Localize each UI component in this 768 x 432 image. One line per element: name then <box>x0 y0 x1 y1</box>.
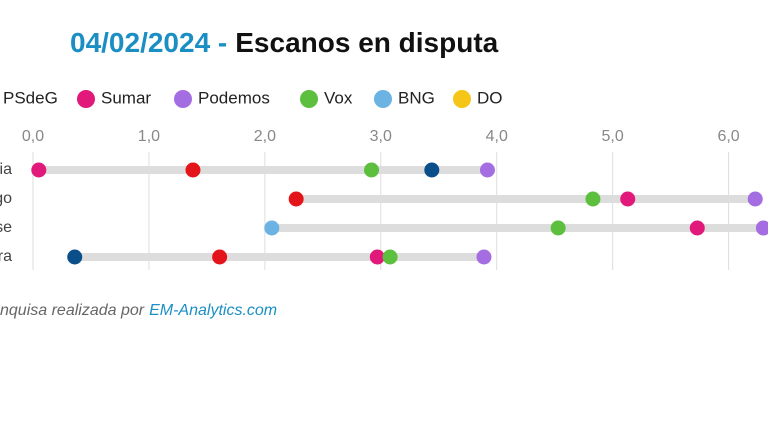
dot <box>31 162 47 178</box>
legend-label: PSdeG <box>3 88 58 107</box>
legend-swatch <box>77 90 95 108</box>
x-tick-label: 5,0 <box>602 128 624 145</box>
title-date: 04/02/2024 - <box>70 27 227 58</box>
dot <box>550 220 566 236</box>
x-tick-label: 4,0 <box>486 128 508 145</box>
dot <box>212 249 228 265</box>
legend-swatch <box>300 90 318 108</box>
legend-label: Podemos <box>198 88 270 107</box>
category-label: go <box>0 190 12 207</box>
dot <box>755 220 768 236</box>
dot <box>689 220 705 236</box>
category-label: ia <box>0 161 12 178</box>
title-text: Escanos en disputa <box>235 27 498 58</box>
source-note: nquisa realizada por EM-Analytics.com <box>0 302 277 319</box>
dot <box>476 249 492 265</box>
legend-label: Vox <box>324 88 353 107</box>
dot <box>67 249 83 265</box>
dot <box>288 191 304 207</box>
category-label: se <box>0 219 12 236</box>
dot <box>369 249 385 265</box>
dot <box>382 249 398 265</box>
dot <box>479 162 495 178</box>
dot <box>364 162 380 178</box>
legend-label: BNG <box>398 88 435 107</box>
dot <box>585 191 601 207</box>
legend-swatch <box>174 90 192 108</box>
x-tick-label: 1,0 <box>138 128 160 145</box>
legend-label: Sumar <box>101 88 151 107</box>
chart-title: 04/02/2024 - Escanos en disputa <box>70 27 499 58</box>
source-prefix: nquisa realizada por <box>0 302 145 319</box>
dot <box>424 162 440 178</box>
dot <box>747 191 763 207</box>
legend-label: DO <box>477 88 503 107</box>
legend-swatch <box>453 90 471 108</box>
x-tick-label: 3,0 <box>370 128 392 145</box>
dot <box>264 220 280 236</box>
x-tick-label: 0,0 <box>22 128 44 145</box>
category-label: ra <box>0 248 12 265</box>
legend-swatch <box>374 90 392 108</box>
x-tick-label: 2,0 <box>254 128 276 145</box>
x-tick-label: 6,0 <box>717 128 739 145</box>
dot <box>620 191 636 207</box>
dot <box>185 162 201 178</box>
source-link: EM-Analytics.com <box>149 302 277 319</box>
